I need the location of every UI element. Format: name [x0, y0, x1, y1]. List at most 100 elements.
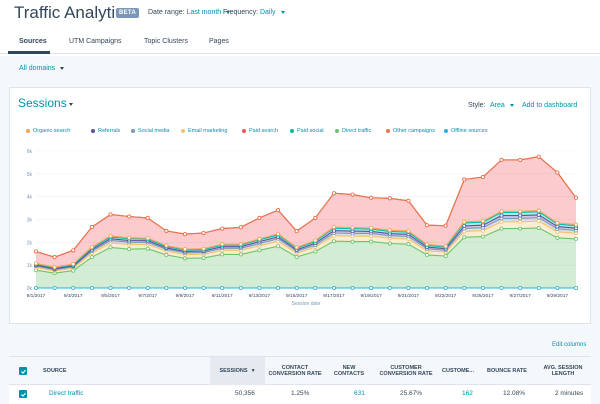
data-point: [350, 239, 355, 244]
data-point: [52, 265, 57, 270]
legend-label: Social media: [138, 128, 170, 134]
row-checkbox[interactable]: [19, 390, 27, 398]
data-point: [313, 249, 318, 254]
data-point: [201, 230, 206, 235]
column-header-customers[interactable]: CUSTOME...: [442, 367, 474, 374]
data-point: [555, 285, 560, 290]
data-point: [89, 285, 94, 290]
legend-label: Referrals: [98, 128, 121, 134]
legend-item[interactable]: Email marketing: [181, 128, 227, 134]
legend-item[interactable]: Paid social: [290, 128, 324, 134]
data-point: [536, 219, 541, 224]
data-point: [536, 208, 541, 213]
legend-item[interactable]: Direct traffic: [335, 128, 371, 134]
data-point: [164, 252, 169, 257]
data-point: [536, 154, 541, 159]
data-point: [574, 236, 579, 241]
x-tick-label: 9/17/2017: [323, 293, 345, 299]
area-direct-traffic: [36, 227, 576, 288]
legend-item[interactable]: Offline sources: [444, 128, 488, 134]
legend-label: Offline sources: [451, 128, 488, 134]
data-point: [182, 232, 187, 237]
line-referrals: [35, 214, 577, 270]
row-new-contacts[interactable]: 631: [354, 390, 365, 397]
line-paid-social: [35, 211, 577, 269]
date-range-value[interactable]: Last month: [186, 9, 222, 16]
data-point: [462, 219, 467, 224]
select-all-checkbox[interactable]: [19, 367, 27, 375]
x-tick-label: 9/13/2017: [249, 293, 271, 299]
x-tick-label: 9/15/2017: [286, 293, 308, 299]
data-point: [276, 208, 281, 213]
y-tick-label: 4k: [27, 195, 33, 201]
data-point: [425, 252, 430, 257]
data-point: [33, 261, 38, 266]
tab-topic-clusters[interactable]: Topic Clusters: [144, 38, 188, 45]
data-point: [257, 236, 262, 241]
tab-sources[interactable]: Sources: [19, 38, 47, 45]
column-header-customer-conversion-rate[interactable]: CUSTOMER CONVERSION RATE: [379, 364, 433, 378]
data-point: [257, 215, 262, 220]
chevron-down-icon: [280, 10, 285, 14]
data-point: [108, 285, 113, 290]
data-point: [201, 255, 206, 260]
column-header-avg-session-length[interactable]: AVG. SESSION LENGTH: [543, 364, 583, 378]
data-point: [499, 209, 504, 214]
data-point: [294, 285, 299, 290]
style-dropdown[interactable]: Area: [490, 102, 514, 109]
column-header-new-contacts[interactable]: NEW CONTACTS: [333, 364, 365, 378]
data-point: [127, 235, 132, 240]
data-point: [536, 285, 541, 290]
column-header-source[interactable]: SOURCE: [43, 367, 67, 374]
tab-pages[interactable]: Pages: [209, 38, 229, 45]
row-source-link[interactable]: Direct traffic: [49, 390, 84, 397]
legend-label: Organic search: [33, 128, 71, 134]
legend-dot-icon: [242, 128, 246, 133]
data-point: [536, 225, 541, 230]
x-tick-label: 9/23/2017: [435, 293, 457, 299]
data-point: [574, 285, 579, 290]
line-social-media: [35, 217, 577, 271]
row-customer-conversion-rate: 25.67%: [400, 390, 423, 397]
frequency-filter[interactable]: Frequency: Daily: [223, 9, 285, 16]
data-point: [164, 228, 169, 233]
column-header-sessions[interactable]: SESSIONS ▼: [210, 357, 265, 385]
row-customers[interactable]: 162: [462, 390, 473, 397]
data-point: [164, 243, 169, 248]
add-to-dashboard-link[interactable]: Add to dashboard: [522, 102, 578, 109]
data-point: [238, 242, 243, 247]
legend-item[interactable]: Organic search: [26, 128, 70, 134]
page-title: Traffic Analytics: [14, 3, 133, 22]
legend-label: Direct traffic: [342, 128, 372, 134]
x-tick-label: 9/11/2017: [212, 293, 233, 299]
data-point: [276, 244, 281, 249]
data-point: [499, 213, 504, 218]
frequency-value[interactable]: Daily: [259, 9, 276, 16]
edit-columns-link[interactable]: Edit columns: [552, 342, 587, 348]
data-point: [462, 285, 467, 290]
y-tick-label: 5k: [27, 172, 33, 178]
legend-dot-icon: [131, 128, 135, 133]
data-point: [443, 244, 448, 249]
legend-item[interactable]: Social media: [131, 128, 170, 134]
legend-dot-icon: [386, 128, 390, 133]
sessions-title[interactable]: Sessions: [18, 96, 67, 110]
data-point: [518, 213, 523, 218]
tab-utm-campaigns[interactable]: UTM Campaigns: [69, 38, 122, 45]
date-range-filter[interactable]: Date range: Last month: [148, 9, 231, 16]
data-point: [145, 246, 150, 251]
data-point: [350, 285, 355, 290]
domains-dropdown[interactable]: All domains: [19, 65, 65, 72]
legend-item[interactable]: Referrals: [91, 128, 120, 134]
chevron-down-icon[interactable]: [69, 103, 73, 106]
legend-item[interactable]: Paid search: [242, 128, 278, 134]
data-point: [555, 235, 560, 240]
line-email-marketing: [35, 220, 577, 272]
data-point: [499, 285, 504, 290]
column-header-bounce-rate[interactable]: BOUNCE RATE: [487, 367, 527, 374]
column-header-contact-conversion-rate[interactable]: CONTACT CONVERSION RATE: [268, 364, 322, 378]
data-point: [164, 285, 169, 290]
data-point: [220, 226, 225, 231]
table-header: SOURCE SESSIONS ▼ CONTACT CONVERSION RAT…: [9, 357, 591, 385]
legend-item[interactable]: Other campaigns: [386, 128, 435, 134]
